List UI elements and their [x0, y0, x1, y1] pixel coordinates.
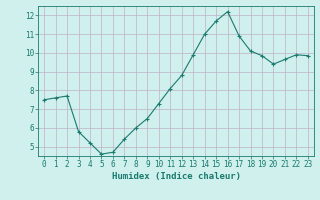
- X-axis label: Humidex (Indice chaleur): Humidex (Indice chaleur): [111, 172, 241, 181]
